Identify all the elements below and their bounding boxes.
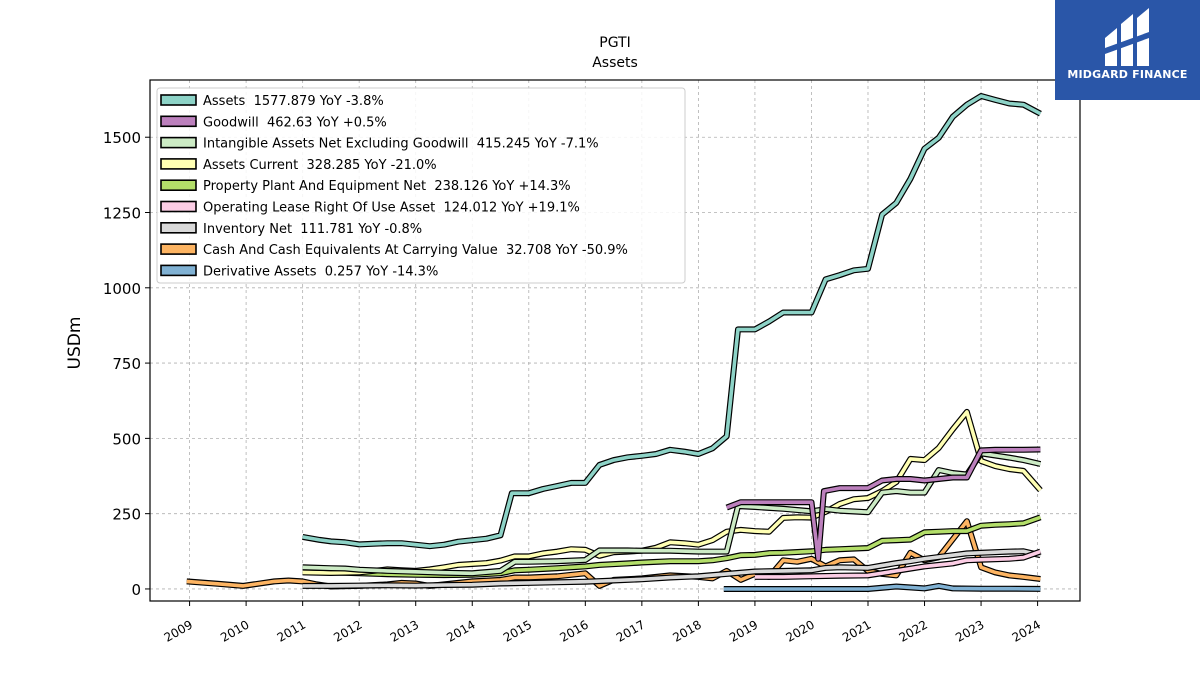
y-tick-label: 0 bbox=[131, 581, 141, 599]
series-layer bbox=[186, 93, 1043, 592]
legend-label: Assets Current 328.285 YoY -21.0% bbox=[203, 158, 437, 173]
series-line bbox=[302, 410, 1042, 575]
legend-swatch bbox=[160, 243, 197, 255]
x-tick-label: 2016 bbox=[557, 617, 590, 644]
series-operating-lease-right-of-use-asset bbox=[754, 548, 1042, 580]
x-tick-label: 2021 bbox=[840, 617, 873, 644]
legend-label: Cash And Cash Equivalents At Carrying Va… bbox=[203, 243, 628, 258]
x-tick-label: 2014 bbox=[444, 617, 477, 644]
y-tick-label: 250 bbox=[112, 506, 141, 524]
series-line bbox=[723, 584, 1041, 591]
legend-item: Property Plant And Equipment Net 238.126… bbox=[160, 179, 571, 194]
legend-item: Assets Current 328.285 YoY -21.0% bbox=[160, 158, 437, 173]
x-tick-label: 2020 bbox=[784, 617, 817, 644]
x-tick-label: 2009 bbox=[162, 617, 195, 644]
legend-label: Operating Lease Right Of Use Asset 124.0… bbox=[203, 201, 580, 216]
series-line bbox=[726, 447, 1041, 561]
y-tick-label: 1250 bbox=[103, 205, 141, 223]
legend-item: Intangible Assets Net Excluding Goodwill… bbox=[160, 136, 599, 152]
legend-label: Assets 1577.879 YoY -3.8% bbox=[203, 94, 384, 109]
legend-swatch bbox=[160, 222, 197, 234]
legend-item: Derivative Assets 0.257 YoY -14.3% bbox=[160, 264, 438, 279]
series-line bbox=[302, 549, 1041, 588]
legend-label: Intangible Assets Net Excluding Goodwill… bbox=[203, 137, 599, 152]
legend-label: Inventory Net 111.781 YoY -0.8% bbox=[203, 222, 422, 237]
series-line bbox=[302, 94, 1042, 548]
series-derivative-assets bbox=[723, 582, 1041, 592]
series-inventory-net bbox=[302, 548, 1042, 589]
series-assets-current bbox=[302, 408, 1043, 576]
x-tick-label: 2017 bbox=[614, 617, 647, 644]
legend-item: Goodwill 462.63 YoY +0.5% bbox=[160, 115, 387, 130]
brand-mark-icon bbox=[1105, 8, 1149, 66]
series-line bbox=[754, 549, 1042, 579]
legend-item: Assets 1577.879 YoY -3.8% bbox=[160, 94, 384, 109]
legend-item: Operating Lease Right Of Use Asset 124.0… bbox=[160, 200, 580, 216]
x-tick-label: 2012 bbox=[331, 617, 364, 644]
plot-frame bbox=[149, 79, 1081, 602]
chart-subtitle: Assets bbox=[592, 55, 638, 71]
legend-swatch bbox=[160, 264, 197, 277]
x-tick-label: 2024 bbox=[1010, 617, 1043, 644]
legend-label: Goodwill 462.63 YoY +0.5% bbox=[203, 115, 387, 130]
x-tick-label: 2011 bbox=[275, 617, 308, 644]
chart-title: PGTI bbox=[599, 35, 630, 51]
x-tick-label: 2018 bbox=[670, 617, 703, 644]
series-assets bbox=[302, 93, 1042, 550]
y-axis-label: USDm bbox=[65, 317, 85, 370]
y-tick-label: 1500 bbox=[103, 129, 141, 147]
legend-swatch bbox=[160, 158, 197, 170]
brand-logo: MIDGARD FINANCE bbox=[1055, 0, 1200, 100]
x-tick-label: 2015 bbox=[501, 617, 534, 644]
legend-item: Cash And Cash Equivalents At Carrying Va… bbox=[160, 243, 628, 258]
legend-swatch bbox=[160, 179, 197, 191]
legend-box bbox=[156, 87, 686, 284]
x-tick-label: 2013 bbox=[388, 617, 421, 644]
x-tick-label: 2023 bbox=[953, 617, 986, 644]
legend-swatch bbox=[160, 94, 197, 106]
series-line bbox=[302, 451, 1041, 576]
legend-label: Property Plant And Equipment Net 238.126… bbox=[203, 179, 571, 194]
y-tick-label: 750 bbox=[112, 355, 141, 373]
x-tick-label: 2019 bbox=[727, 617, 760, 644]
series-goodwill bbox=[725, 446, 1041, 562]
brand-name: MIDGARD FINANCE bbox=[1067, 68, 1188, 81]
y-tick-label: 500 bbox=[112, 430, 141, 448]
series-intangible-assets-net-excluding-goodwill bbox=[302, 450, 1042, 577]
legend-item: Inventory Net 111.781 YoY -0.8% bbox=[160, 222, 422, 237]
y-tick-label: 1000 bbox=[103, 280, 141, 298]
legend: Assets 1577.879 YoY -3.8% Goodwill 462.63… bbox=[156, 87, 686, 284]
x-tick-label: 2010 bbox=[218, 617, 251, 644]
legend-label: Derivative Assets 0.257 YoY -14.3% bbox=[203, 264, 438, 279]
legend-swatch bbox=[160, 115, 197, 128]
x-tick-label: 2022 bbox=[897, 617, 930, 644]
legend-swatch bbox=[160, 200, 197, 213]
legend-swatch bbox=[160, 136, 197, 149]
